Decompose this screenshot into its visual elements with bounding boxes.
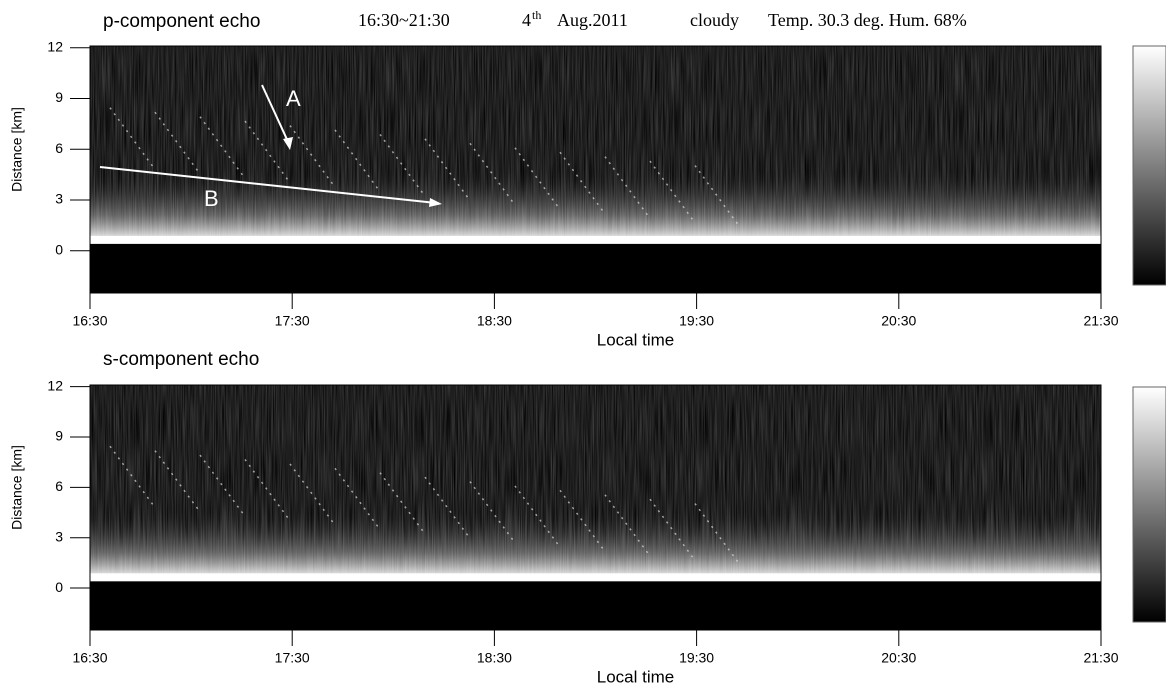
x-axis-label: Local time — [597, 330, 674, 349]
header-weather: cloudy — [690, 10, 739, 30]
y-tick-label: 9 — [55, 428, 63, 444]
echo-streak — [154, 111, 201, 175]
echo-streak — [469, 481, 516, 544]
y-tick-label: 3 — [55, 191, 63, 207]
y-tick-label: 0 — [55, 579, 63, 595]
y-tick-label: 12 — [47, 377, 63, 393]
echo-streak — [289, 125, 336, 188]
echo-streak — [694, 503, 741, 566]
echo-streak — [424, 476, 471, 539]
y-tick-label: 6 — [55, 478, 63, 494]
arrow-b — [99, 166, 437, 204]
echo-streak — [334, 129, 381, 193]
echo-streak — [559, 489, 606, 553]
echo-streak — [649, 498, 696, 561]
y-tick-label: 6 — [55, 140, 63, 156]
echo-streak — [199, 116, 246, 179]
x-tick-label: 17:30 — [275, 313, 310, 329]
echo-streak — [649, 160, 696, 224]
echo-streak — [109, 445, 156, 508]
echo-band — [90, 573, 1101, 582]
header-day: 4 — [522, 10, 531, 30]
x-axis-label: Local time — [597, 667, 674, 686]
echo-noise — [90, 46, 1101, 240]
y-tick-label: 3 — [55, 528, 63, 544]
x-tick-label: 19:30 — [679, 313, 714, 329]
echo-streak — [424, 138, 471, 202]
echo-streak — [379, 472, 426, 535]
x-tick-label: 17:30 — [275, 650, 310, 666]
arrow-a-head — [283, 137, 293, 150]
echo-streak — [694, 165, 741, 228]
echo-noise — [90, 385, 1101, 578]
echo-streak — [199, 454, 246, 517]
echo-streak — [604, 156, 651, 219]
echo-streak — [289, 463, 336, 526]
header-ordinal: th — [532, 8, 541, 22]
echo-streak — [604, 494, 651, 557]
arrow-a — [261, 84, 291, 147]
echo-streak — [244, 120, 291, 184]
y-axis-label: Distance [km] — [9, 445, 25, 530]
echo-streak — [154, 450, 201, 513]
x-tick-label: 21:30 — [1083, 313, 1118, 329]
panel-title: s-component echo — [103, 349, 259, 370]
x-tick-label: 19:30 — [679, 650, 714, 666]
annotation: A — [286, 86, 301, 111]
y-tick-label: 0 — [55, 241, 63, 257]
y-axis-label: Distance [km] — [9, 107, 25, 192]
x-tick-label: 16:30 — [72, 313, 107, 329]
annotation: B — [204, 186, 219, 211]
colorbar — [1132, 386, 1166, 623]
x-tick-label: 16:30 — [72, 650, 107, 666]
x-tick-label: 20:30 — [881, 650, 916, 666]
y-tick-label: 9 — [55, 89, 63, 105]
x-tick-label: 20:30 — [881, 313, 916, 329]
header-conditions: Temp. 30.3 deg. Hum. 68% — [768, 10, 967, 30]
x-tick-label: 21:30 — [1083, 650, 1118, 666]
panel-title: p-component echo — [103, 11, 260, 32]
y-tick-label: 12 — [47, 38, 63, 54]
echo-streak — [559, 151, 606, 215]
echo-streak — [469, 142, 516, 206]
echo-streak — [514, 147, 561, 210]
echo-band — [90, 235, 1101, 244]
x-tick-label: 18:30 — [477, 313, 512, 329]
arrow-b-head — [429, 198, 442, 207]
echo-streak — [109, 107, 156, 170]
echo-streak — [379, 133, 426, 197]
colorbar — [1132, 45, 1166, 286]
x-tick-label: 18:30 — [477, 650, 512, 666]
header-date: Aug.2011 — [557, 10, 628, 30]
header-time: 16:30~21:30 — [358, 10, 450, 30]
echo-streak — [244, 459, 291, 522]
echo-streak — [334, 467, 381, 530]
echo-streak — [514, 485, 561, 548]
